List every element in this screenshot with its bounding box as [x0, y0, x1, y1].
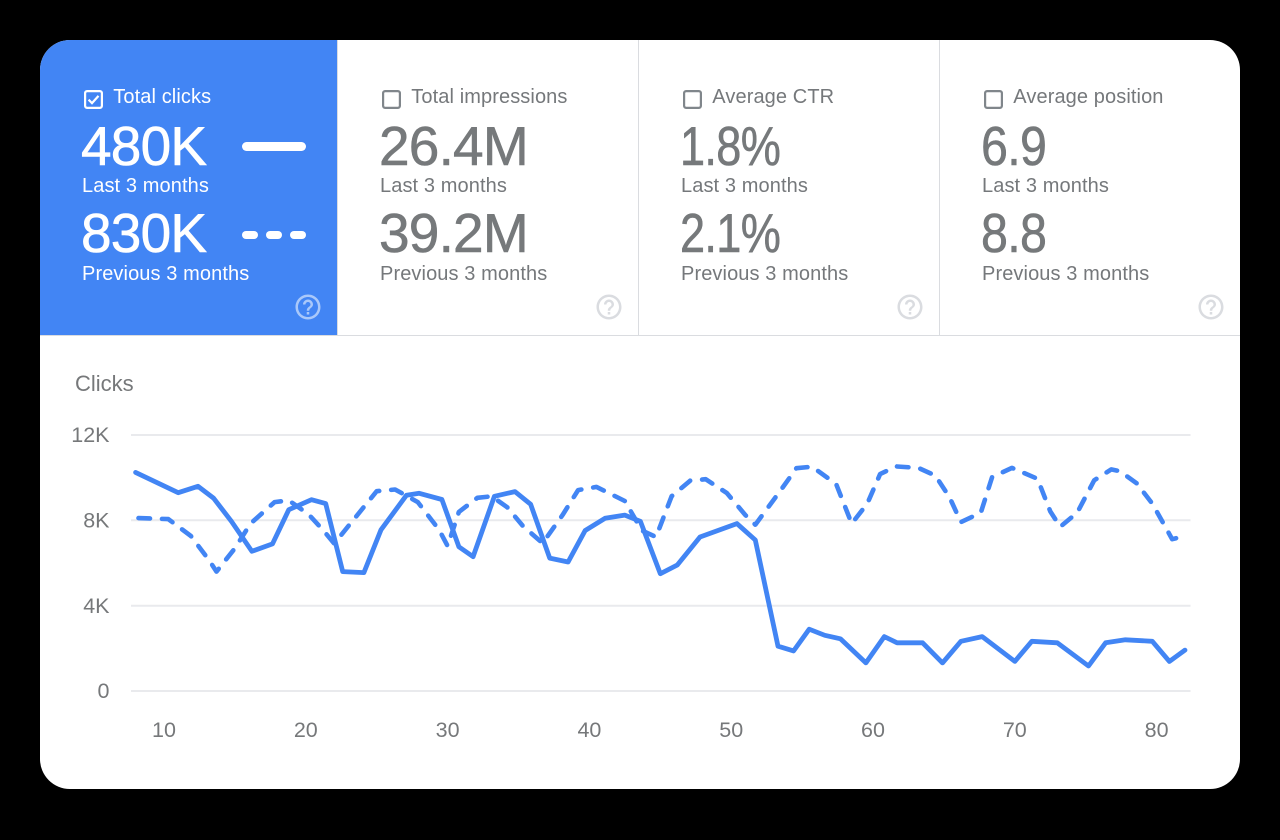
svg-text:80: 80: [1145, 718, 1169, 742]
svg-text:12K: 12K: [71, 423, 110, 447]
svg-text:70: 70: [1003, 718, 1027, 742]
svg-text:0: 0: [98, 679, 110, 703]
svg-text:Clicks: Clicks: [75, 371, 134, 396]
svg-text:4K: 4K: [83, 594, 110, 618]
svg-text:40: 40: [577, 718, 601, 742]
svg-text:50: 50: [719, 718, 743, 742]
svg-text:60: 60: [861, 718, 885, 742]
svg-text:20: 20: [294, 718, 318, 742]
svg-text:30: 30: [436, 718, 460, 742]
svg-text:8K: 8K: [83, 509, 110, 533]
svg-text:10: 10: [152, 718, 176, 742]
